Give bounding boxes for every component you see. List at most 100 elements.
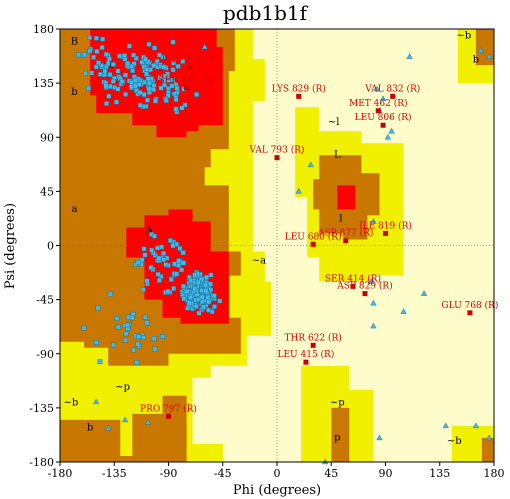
residue-point	[107, 291, 113, 297]
residue-point	[151, 63, 157, 69]
residue-point	[174, 85, 180, 91]
residue-point	[142, 252, 148, 258]
y-tick-label: -135	[29, 402, 54, 415]
residue-point	[153, 98, 159, 104]
residue-point	[87, 35, 92, 40]
residue-point	[146, 86, 152, 92]
residue-point	[81, 325, 87, 331]
residue-point	[172, 261, 177, 267]
allowed-region-bottomleft2	[132, 395, 187, 462]
region-label: b	[473, 55, 479, 66]
outlier-marker	[375, 108, 381, 114]
residue-point	[206, 299, 212, 305]
residue-point	[161, 250, 166, 256]
outlier-marker	[383, 230, 388, 236]
residue-point	[139, 257, 145, 263]
glycine-point	[121, 416, 129, 423]
glycine-point	[370, 299, 377, 306]
residue-point	[167, 238, 173, 244]
residue-point	[149, 247, 155, 253]
residue-point	[204, 274, 209, 280]
residue-point	[174, 271, 179, 277]
residue-point	[133, 55, 139, 61]
residue-point	[170, 39, 176, 45]
y-tick-label: 45	[40, 185, 54, 198]
x-tick-label: -90	[160, 467, 178, 480]
glycine-point	[472, 422, 480, 429]
residue-point	[110, 78, 116, 84]
residue-point	[95, 305, 101, 311]
x-tick-label: 0	[274, 467, 281, 480]
residue-point	[144, 67, 149, 73]
y-axis-ticks: 180 135 90 45 0 -45 -90 -135 -180	[29, 23, 60, 469]
residue-point	[165, 289, 171, 294]
region-label: ~a	[252, 256, 266, 267]
allowed-region-p	[331, 407, 350, 462]
outlier-marker	[187, 64, 193, 70]
residue-point	[91, 54, 96, 60]
residue-point	[96, 60, 101, 66]
x-tick-label: -45	[214, 467, 232, 480]
residue-point	[106, 93, 112, 99]
residue-point	[145, 97, 150, 103]
outlier-marker	[303, 359, 309, 365]
residue-point	[186, 300, 192, 306]
y-tick-label: -90	[36, 348, 54, 361]
residue-point	[87, 48, 93, 54]
residue-point	[156, 255, 162, 261]
residue-point	[126, 43, 132, 49]
residue-point	[177, 246, 183, 251]
residue-point	[89, 70, 94, 76]
residue-point	[179, 105, 185, 111]
residue-point	[203, 282, 208, 288]
residue-point	[132, 83, 138, 89]
residue-point	[192, 272, 198, 278]
residue-point	[99, 63, 104, 68]
residue-point	[103, 83, 109, 89]
glycine-point	[201, 43, 208, 50]
residue-point	[180, 283, 186, 289]
glycine-point	[388, 127, 395, 134]
glycine-point	[144, 418, 152, 425]
outlier-marker	[274, 155, 280, 161]
residue-point	[193, 304, 199, 309]
residue-point	[141, 335, 147, 340]
residue-point	[180, 250, 186, 256]
x-tick-label: 135	[429, 467, 450, 480]
region-label: l	[339, 213, 342, 224]
outlier-marker	[390, 93, 396, 99]
residue-point	[163, 262, 169, 268]
region-label: B	[71, 37, 78, 48]
y-tick-label: 135	[33, 77, 54, 90]
outlier-marker	[467, 310, 473, 316]
residue-point	[203, 288, 209, 294]
glycine-point	[367, 278, 375, 284]
residue-point	[198, 276, 204, 282]
residue-point	[123, 72, 128, 78]
y-tick-label: 90	[40, 131, 54, 144]
outlier-points: PRO 799 (R) SER 441 (R) LYS 829 (R) VAL 832…	[140, 54, 498, 419]
residue-point	[104, 101, 109, 106]
residue-point	[119, 79, 125, 84]
residue-point	[161, 257, 167, 262]
outlier-label: LEU 680 (R)	[285, 231, 342, 242]
residue-point	[123, 91, 128, 97]
residue-point	[152, 346, 158, 352]
x-axis-ticks: -180 -135 -90 -45 0 45 90 135 180	[48, 462, 505, 480]
residue-point	[165, 93, 171, 99]
residue-point	[194, 92, 200, 97]
residue-point	[176, 258, 182, 264]
residue-point	[132, 78, 138, 83]
residue-point	[152, 233, 157, 239]
residue-point	[162, 78, 168, 84]
residue-points	[76, 35, 493, 465]
residue-point	[137, 90, 143, 96]
glycine-point	[400, 308, 407, 314]
glycine-point	[442, 422, 449, 429]
residue-point	[102, 68, 108, 74]
residue-point	[173, 97, 179, 102]
x-tick-label: 180	[484, 467, 505, 480]
outlier-label: ASP 829 (R)	[336, 281, 392, 292]
residue-point	[134, 360, 140, 365]
